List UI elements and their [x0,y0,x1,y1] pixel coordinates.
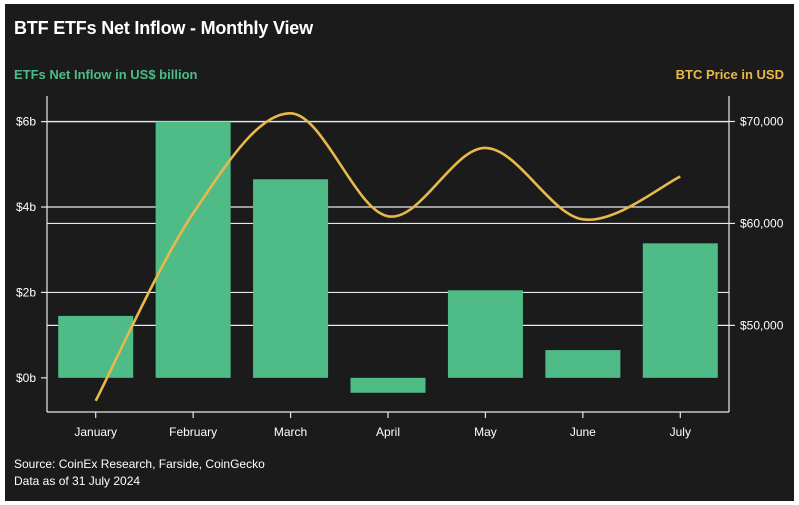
x-tick-label: March [274,425,307,439]
left-tick-label: $0b [16,371,36,385]
x-tick-label: January [74,425,117,439]
left-tick-label: $2b [16,285,36,299]
x-tick-label: April [376,425,400,439]
bar-may [447,290,523,378]
left-tick-label: $4b [16,200,36,214]
bar-july [642,243,718,378]
bar-march [253,179,329,378]
right-axis-title: BTC Price in USD [675,67,784,82]
x-tick-label: July [670,425,691,439]
chart-source-note: Source: CoinEx Research, Farside, CoinGe… [14,456,265,490]
source-line: Source: CoinEx Research, Farside, CoinGe… [14,457,265,471]
left-tick-label: $6b [16,115,36,129]
chart-panel: BTF ETFs Net Inflow - Monthly View ETFs … [5,4,794,501]
left-axis-title: ETFs Net Inflow in US$ billion [14,67,198,82]
bar-june [545,350,621,378]
bar-february [155,121,231,378]
right-tick-label: $50,000 [740,318,784,332]
right-tick-label: $60,000 [740,216,784,230]
x-tick-label: June [570,425,596,439]
chart-plot-area: $0b $2b $4b $6b $50,000 $60,000 $70,000 January… [16,96,784,439]
chart-title: BTF ETFs Net Inflow - Monthly View [14,18,313,38]
btc-price-line [94,112,681,402]
x-tick-label: February [169,425,217,439]
right-tick-label: $70,000 [740,114,784,128]
x-tick-label: May [474,425,497,439]
bar-april [350,377,426,393]
as-of-line: Data as of 31 July 2024 [14,474,141,488]
